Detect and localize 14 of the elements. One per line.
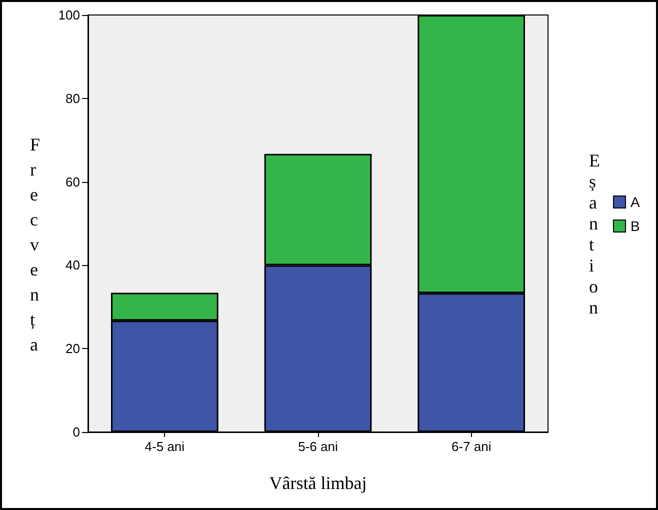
- y-tick-label: 60: [66, 174, 80, 190]
- x-axis-title: Vârstă limbaj: [269, 473, 367, 493]
- y-tick-label: 40: [66, 258, 80, 273]
- x-tick-label: 5-6 ani: [298, 439, 338, 454]
- legend-label: A: [630, 194, 640, 210]
- y-tick-label: 20: [66, 341, 80, 356]
- y-tick-label: 100: [58, 8, 80, 22]
- legend-title: Eșantion: [589, 150, 600, 318]
- y-tick-label: 80: [66, 90, 80, 106]
- y-tick-label: 0: [72, 424, 80, 440]
- legend-label: B: [630, 218, 640, 234]
- text: Frecvența: [30, 134, 40, 354]
- x-tick-label: 6-7 ani: [451, 439, 492, 454]
- x-tick-label: 4-5 ani: [144, 439, 185, 454]
